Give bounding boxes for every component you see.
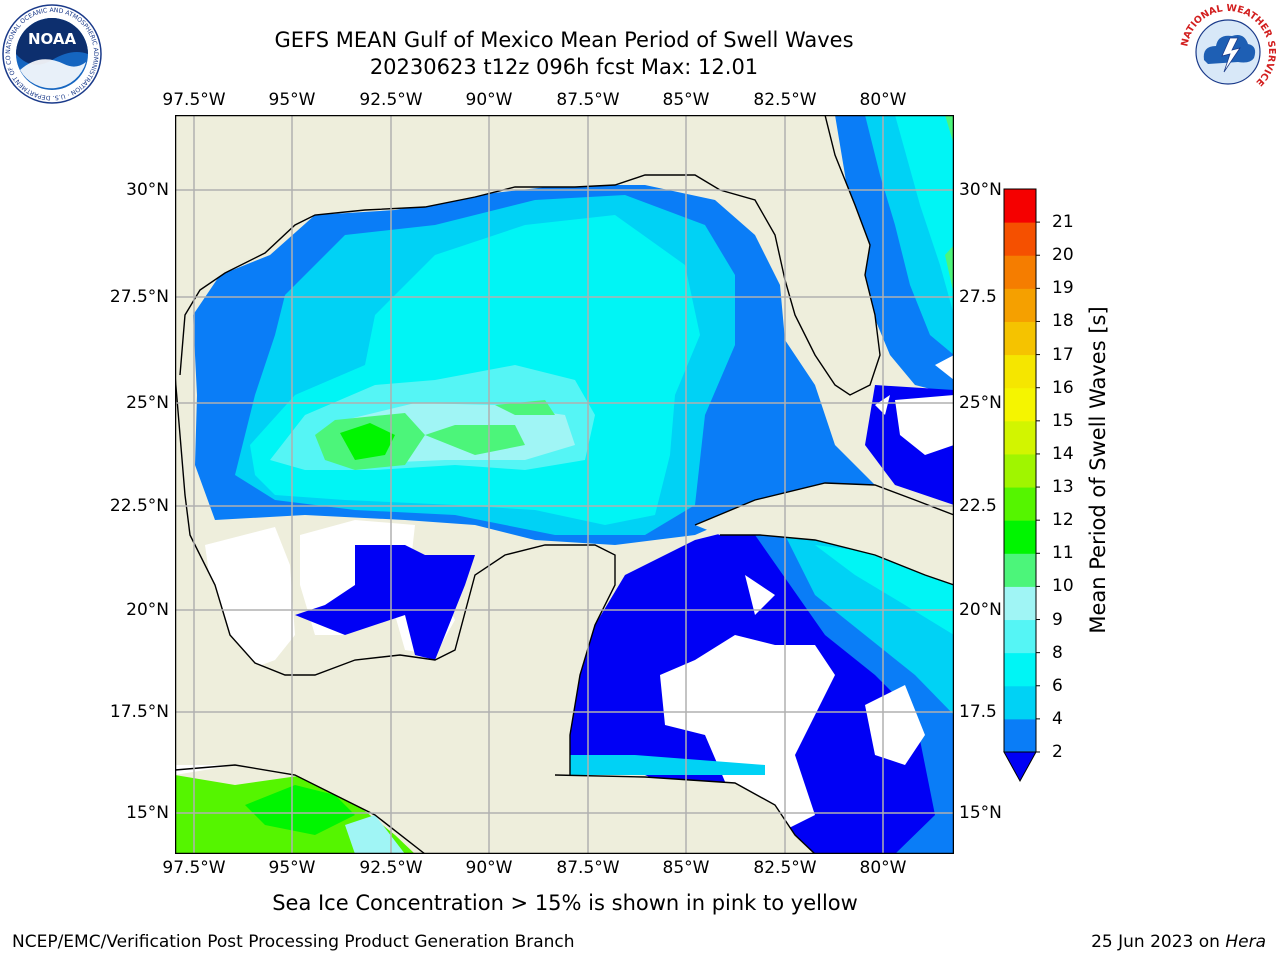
colorbar-tick-label: 14 bbox=[1052, 443, 1074, 464]
caribbean-gap-central bbox=[660, 635, 835, 835]
pacific-ocean-gap bbox=[175, 765, 235, 775]
lon-label-top: 80°W bbox=[859, 90, 907, 110]
gulf-of-mexico-map bbox=[175, 115, 954, 854]
colorbar-tick-label: 4 bbox=[1052, 708, 1063, 729]
lon-label-top: 90°W bbox=[465, 90, 513, 110]
bahamas-gap bbox=[875, 355, 954, 455]
colorbar-block bbox=[1004, 453, 1036, 488]
colorbar-block bbox=[1004, 553, 1036, 587]
graticule bbox=[175, 115, 954, 854]
colorbar-tick-label: 6 bbox=[1052, 675, 1063, 696]
land-usa bbox=[175, 115, 880, 395]
lat-label-left: 27.5°N bbox=[109, 287, 169, 307]
lon-label-bottom: 90°W bbox=[465, 858, 513, 878]
lat-label-right: 17.5 bbox=[959, 702, 997, 722]
lon-label-bottom: 85°W bbox=[662, 858, 710, 878]
map-subtitle: 20230623 t12z 096h fcst Max: 12.01 bbox=[369, 55, 759, 79]
colorbar-block bbox=[1004, 189, 1036, 223]
colorbar-frame bbox=[1003, 188, 1037, 753]
map-title: GEFS MEAN Gulf of Mexico Mean Period of … bbox=[274, 28, 854, 52]
gulf-swell-11-12s bbox=[340, 423, 395, 460]
lat-label-left: 25°N bbox=[126, 393, 169, 413]
colorbar-under-arrow bbox=[1003, 751, 1037, 783]
lat-label-left: 20°N bbox=[126, 600, 169, 620]
gulf-inner-under-2s bbox=[295, 545, 475, 660]
colorbar-tick-label: 19 bbox=[1052, 278, 1074, 299]
noaa-logo: NATIONAL OCEANIC AND ATMOSPHERIC ADMINIS… bbox=[2, 4, 102, 104]
colorbar-block bbox=[1004, 222, 1036, 256]
lon-label-top: 87.5°W bbox=[556, 90, 620, 110]
lon-label-bottom: 80°W bbox=[859, 858, 907, 878]
colorbar-block bbox=[1004, 420, 1036, 455]
lon-label-bottom: 95°W bbox=[268, 858, 316, 878]
colorbar-block bbox=[1004, 354, 1036, 389]
sea-ice-footnote: Sea Ice Concentration > 15% is shown in … bbox=[272, 891, 858, 915]
colorbar-block bbox=[1004, 586, 1036, 621]
caribbean-gap-east bbox=[745, 575, 925, 765]
lon-label-top: 82.5°W bbox=[753, 90, 817, 110]
lon-label-bottom: 92.5°W bbox=[359, 858, 423, 878]
lon-label-bottom: 87.5°W bbox=[556, 858, 620, 878]
run-date: 25 Jun 2023 on Hera bbox=[1091, 932, 1266, 952]
land-mexico bbox=[175, 375, 615, 854]
lon-label-top: 97.5°W bbox=[162, 90, 226, 110]
colorbar-tick-label: 11 bbox=[1052, 543, 1074, 564]
lat-label-left: 15°N bbox=[126, 803, 169, 823]
colorbar bbox=[1003, 188, 1040, 783]
colorbar-tick-label: 18 bbox=[1052, 311, 1074, 332]
lat-label-left: 17.5°N bbox=[109, 702, 169, 722]
lon-label-bottom: 82.5°W bbox=[753, 858, 817, 878]
land-central-america bbox=[475, 775, 815, 854]
colorbar-tick-label: 2 bbox=[1052, 742, 1063, 762]
map-frame bbox=[175, 115, 954, 854]
colorbar-block bbox=[1004, 387, 1036, 422]
pacific-swell-11-12s bbox=[245, 785, 355, 835]
colorbar-block bbox=[1004, 685, 1036, 720]
colorbar-block bbox=[1004, 321, 1036, 356]
lat-label-right: 22.5 bbox=[959, 496, 997, 516]
lon-label-bottom: 97.5°W bbox=[162, 858, 226, 878]
colorbar-tick-label: 17 bbox=[1052, 344, 1074, 365]
honduras-shelf-4-6s bbox=[555, 755, 765, 775]
colorbar-block bbox=[1004, 718, 1036, 753]
lat-label-right: 25°N bbox=[959, 393, 1002, 413]
lat-label-left: 30°N bbox=[126, 180, 169, 200]
run-machine: Hera bbox=[1225, 932, 1266, 952]
colorbar-label: Mean Period of Swell Waves [s] bbox=[1086, 306, 1110, 634]
colorbar-block bbox=[1004, 652, 1036, 687]
lat-label-right: 27.5 bbox=[959, 287, 997, 307]
colorbar-tick-label: 12 bbox=[1052, 510, 1074, 531]
colorbar-tick-label: 15 bbox=[1052, 410, 1074, 431]
colorbar-tick-label: 13 bbox=[1052, 477, 1074, 498]
lon-label-top: 85°W bbox=[662, 90, 710, 110]
colorbar-tick-label: 20 bbox=[1052, 245, 1074, 266]
lat-label-right: 20°N bbox=[959, 600, 1002, 620]
lat-label-right: 30°N bbox=[959, 180, 1002, 200]
land-cuba bbox=[695, 483, 954, 585]
pacific-swell-9-10s bbox=[345, 815, 405, 854]
noaa-text: NOAA bbox=[28, 30, 77, 48]
colorbar-block bbox=[1004, 520, 1036, 554]
colorbar-tick-label: 16 bbox=[1052, 377, 1074, 398]
colorbar-block bbox=[1004, 487, 1036, 521]
nws-logo: NATIONAL WEATHER SERVICE bbox=[1179, 3, 1277, 100]
colorbar-tick-label: 21 bbox=[1052, 212, 1074, 233]
colorbar-tick-label: 10 bbox=[1052, 576, 1074, 597]
colorbar-block bbox=[1004, 255, 1036, 289]
lon-label-top: 92.5°W bbox=[359, 90, 423, 110]
lon-label-top: 95°W bbox=[268, 90, 316, 110]
colorbar-tick-label: 9 bbox=[1052, 609, 1063, 630]
producer-credit: NCEP/EMC/Verification Post Processing Pr… bbox=[12, 932, 575, 952]
colorbar-tick-label: 8 bbox=[1052, 642, 1063, 663]
colorbar-block bbox=[1004, 619, 1036, 654]
run-date-text: 25 Jun 2023 on bbox=[1091, 932, 1226, 952]
colorbar-block bbox=[1004, 288, 1036, 322]
lat-label-left: 22.5°N bbox=[109, 496, 169, 516]
coastline-central-america bbox=[554, 774, 816, 854]
lat-label-right: 15°N bbox=[959, 803, 1002, 823]
atlantic-swell-10-11s bbox=[945, 115, 954, 295]
atlantic-swell-6-8s bbox=[895, 115, 954, 315]
coastline-cuba bbox=[694, 482, 954, 586]
